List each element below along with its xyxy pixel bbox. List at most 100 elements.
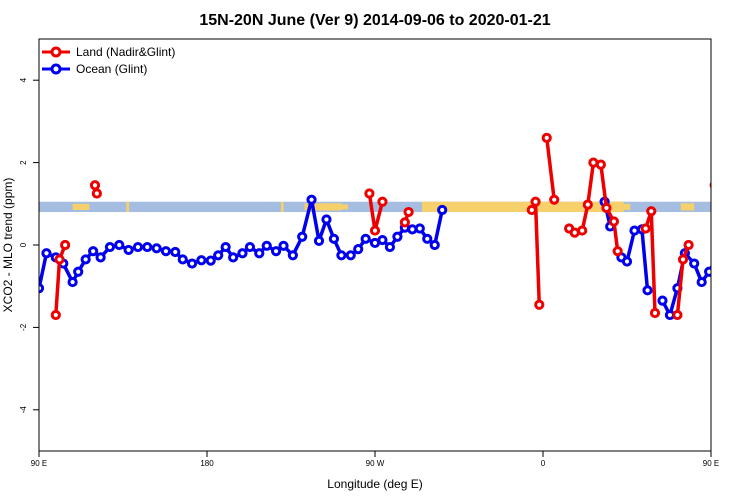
point-land	[595, 159, 606, 170]
point-land	[377, 196, 388, 207]
point-land	[709, 181, 711, 189]
point-ocean	[104, 241, 116, 253]
point-land	[713, 190, 720, 197]
point-ocean	[720, 246, 727, 253]
y-tick-label: -4	[19, 406, 28, 414]
point-ocean	[270, 246, 282, 257]
point-land	[677, 254, 689, 265]
series-line-land	[544, 137, 556, 200]
point-ocean	[287, 250, 298, 261]
point-land	[91, 188, 102, 199]
x-tick-label: 180	[200, 459, 214, 468]
x-tick-label: 0	[541, 459, 546, 468]
point-ocean	[213, 250, 224, 261]
point-ocean	[345, 250, 356, 261]
y-tick-label: 4	[19, 77, 28, 82]
point-land	[50, 309, 61, 321]
point-land	[54, 254, 65, 265]
point-land	[541, 132, 552, 143]
point-ocean	[237, 248, 248, 259]
point-land	[534, 299, 545, 310]
point-ocean	[220, 241, 231, 253]
point-ocean	[414, 223, 425, 234]
chart-title: 15N-20N June (Ver 9) 2014-09-06 to 2020-…	[199, 12, 550, 29]
point-ocean	[422, 233, 433, 244]
point-ocean	[696, 276, 707, 288]
point-ocean	[177, 254, 188, 265]
y-tick-label: 2	[19, 160, 28, 165]
point-land	[649, 307, 661, 319]
point-land	[683, 239, 694, 251]
land-shape	[563, 202, 580, 212]
legend-label-ocean: Ocean (Glint)	[76, 62, 147, 76]
series-land-layer	[50, 132, 720, 321]
x-tick-label: 90 W	[366, 459, 385, 468]
point-land	[403, 206, 414, 218]
point-ocean	[657, 295, 668, 306]
point-ocean	[170, 246, 181, 258]
legend: Land (Nadir&Glint) Ocean (Glint)	[42, 45, 175, 76]
point-ocean	[306, 194, 317, 205]
point-ocean	[41, 248, 52, 259]
land-shape	[338, 204, 349, 210]
point-ocean	[80, 254, 91, 265]
land-shape	[422, 201, 624, 213]
point-land	[640, 223, 651, 234]
y-tick-label: 0	[19, 242, 28, 247]
point-land	[89, 180, 101, 191]
point-land	[612, 246, 623, 257]
point-land	[549, 194, 560, 205]
x-axis: 90 E 180 90 W 0 90 E	[31, 451, 719, 468]
point-ocean	[132, 241, 144, 253]
point-ocean	[95, 252, 106, 263]
point-land	[526, 204, 537, 216]
point-ocean	[743, 241, 750, 248]
point-ocean	[377, 234, 388, 246]
point-ocean	[321, 214, 332, 225]
point-land	[672, 309, 683, 321]
land-shape	[280, 201, 284, 213]
land-shape	[126, 201, 130, 213]
point-land	[608, 216, 620, 227]
x-tick-label: 90 E	[703, 459, 719, 468]
point-land	[530, 196, 541, 207]
point-ocean	[429, 239, 440, 251]
point-land	[582, 199, 593, 210]
point-land	[364, 188, 375, 199]
point-land	[399, 217, 410, 228]
point-ocean	[704, 266, 711, 277]
point-ocean	[254, 248, 265, 259]
point-ocean	[160, 246, 172, 257]
series-line-land	[530, 199, 542, 305]
point-ocean	[244, 241, 256, 253]
point-ocean	[336, 250, 347, 261]
point-ocean	[142, 241, 153, 253]
point-ocean	[186, 258, 198, 269]
point-ocean	[88, 246, 99, 257]
point-ocean	[151, 243, 162, 254]
point-ocean	[353, 244, 364, 255]
legend-marker-ocean	[50, 63, 62, 75]
point-ocean	[642, 285, 653, 296]
point-ocean	[123, 244, 134, 256]
point-ocean	[228, 252, 239, 263]
x-axis-title: Longitude (deg E)	[327, 477, 422, 491]
point-land	[577, 225, 588, 236]
legend-label-land: Land (Nadir&Glint)	[76, 45, 175, 59]
series-line-land	[715, 185, 717, 193]
point-ocean	[713, 254, 720, 261]
series-ocean-layer	[39, 194, 750, 321]
point-ocean	[205, 255, 216, 266]
point-ocean	[313, 235, 325, 246]
point-land	[601, 202, 612, 214]
x-tick-label: 90 E	[31, 459, 47, 468]
plot-area	[39, 132, 750, 321]
point-ocean	[437, 204, 448, 216]
point-ocean	[384, 241, 396, 253]
point-ocean	[689, 258, 700, 269]
point-ocean	[735, 243, 742, 250]
point-ocean	[328, 233, 340, 244]
point-ocean	[261, 240, 272, 251]
point-land	[369, 225, 381, 236]
